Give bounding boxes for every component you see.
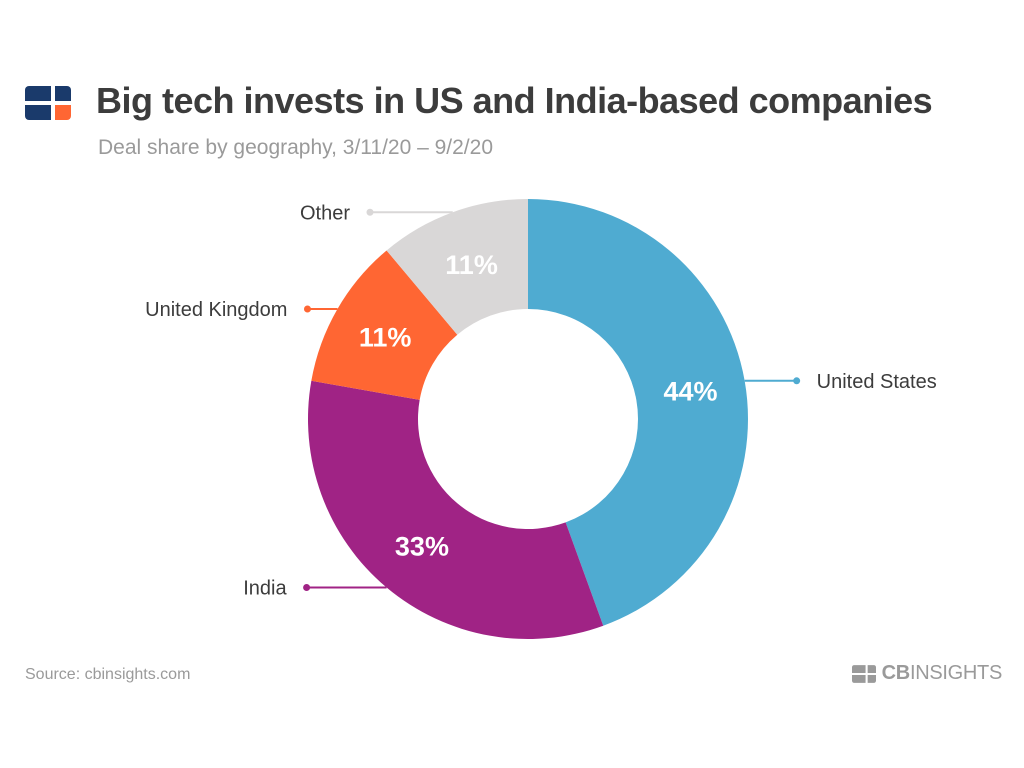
source-note: Source: cbinsights.com [25,666,191,683]
brand-logo: CBINSIGHTS [851,662,1003,685]
donut-slice-india [308,380,604,639]
donut-slice-united-kingdom [311,250,458,400]
donut-slice-united-states [528,199,748,626]
slice-value-label-united-kingdom: 11% [359,323,412,353]
leader-dot-united-states [793,377,801,385]
slice-value-label-other: 11% [445,250,498,280]
brand-wordmark-bold: CB [881,662,911,684]
category-label-united-states: United States [817,371,937,393]
category-label-other: Other [300,202,350,224]
cbinsights-logo-icon [25,86,71,120]
brand-wordmark-rest: INSIGHTS [909,662,1002,684]
donut-slice-other [386,199,528,335]
category-label-united-kingdom: United Kingdom [145,299,287,321]
chart-subtitle: Deal share by geography, 3/11/20 – 9/2/2… [98,136,494,159]
category-label-india: India [243,578,287,600]
brand-wordmark: CBINSIGHTS [881,662,1003,685]
leader-dot-other [366,208,374,216]
chart-title: Big tech invests in US and India-based c… [96,80,933,121]
slice-value-label-united-states: 44% [663,376,717,406]
slice-value-label-india: 33% [395,531,449,561]
leader-dot-india [303,584,311,592]
cbinsights-mark-icon [851,664,876,683]
leader-dot-united-kingdom [303,305,311,313]
